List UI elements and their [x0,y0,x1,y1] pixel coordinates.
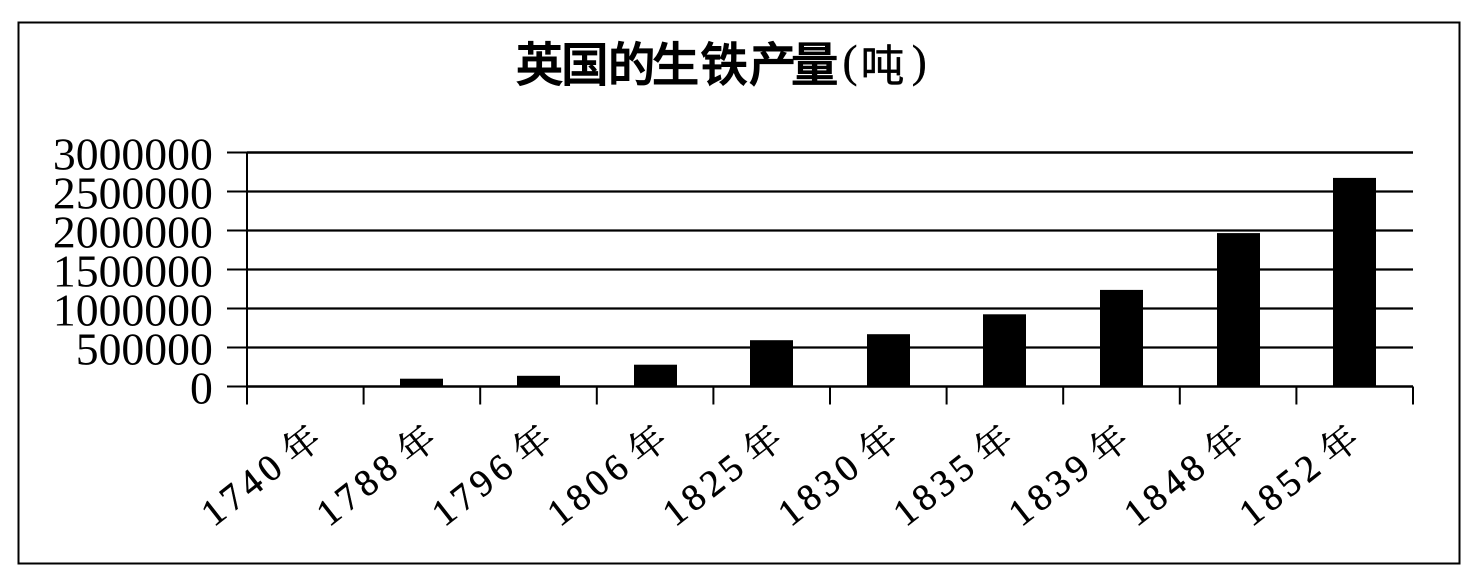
svg-text:2000000: 2000000 [53,207,213,258]
svg-text:1500000: 1500000 [53,246,213,297]
svg-text:1000000: 1000000 [53,285,213,336]
svg-text:): ) [912,36,927,86]
svg-text:3000000: 3000000 [53,129,213,180]
svg-text:0: 0 [190,363,213,414]
svg-text:2500000: 2500000 [53,168,213,219]
svg-text:500000: 500000 [76,324,213,375]
svg-text:(: ( [843,36,858,86]
